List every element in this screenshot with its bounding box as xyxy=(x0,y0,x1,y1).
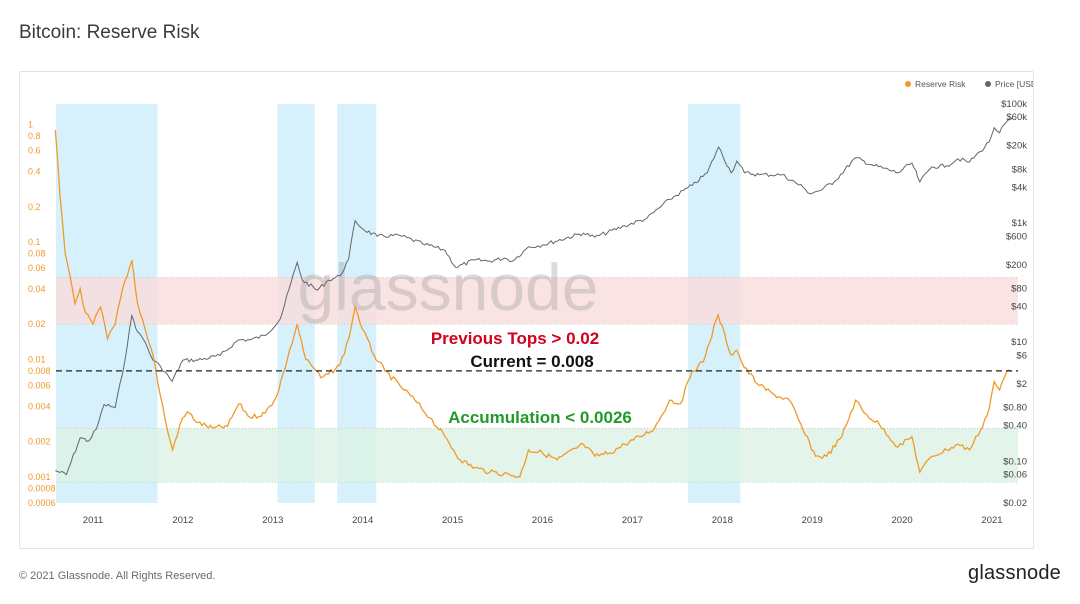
x-axis-tick-label: 2014 xyxy=(352,515,373,526)
left-axis-tick-label: 0.002 xyxy=(28,437,51,447)
right-axis-tick-label: $0.10 xyxy=(1003,456,1027,467)
x-axis-tick-label: 2018 xyxy=(712,515,733,526)
right-axis-tick-label: $100k xyxy=(1001,99,1027,110)
reserve-risk-series xyxy=(54,130,1013,479)
right-axis-tick-label: $0.80 xyxy=(1003,403,1027,414)
x-axis-ticks: 2011 2012 2013 2014 2015 2016 2017 2018 2019 2020… xyxy=(83,515,1003,526)
left-axis-tick-label: 0.001 xyxy=(28,472,51,482)
right-axis-tick-label: $1k xyxy=(1012,218,1028,229)
legend-price-marker xyxy=(985,81,991,87)
right-axis-tick-label: $40 xyxy=(1011,301,1027,312)
left-axis-tick-label: 0.0008 xyxy=(28,483,56,493)
threshold-bands xyxy=(56,277,1018,483)
x-axis-tick-label: 2021 xyxy=(981,515,1002,526)
legend-price-label: Price [USD] xyxy=(995,79,1033,89)
chart-container: glassnode Previous Tops > 0.02 Current =… xyxy=(19,71,1034,549)
copyright-text: © 2021 Glassnode. All Rights Reserved. xyxy=(19,570,216,582)
right-axis-tick-label: $20k xyxy=(1006,141,1027,152)
left-axis-tick-label: 0.0006 xyxy=(28,498,56,508)
price-line xyxy=(55,118,1013,476)
right-axis-tick-label: $2 xyxy=(1016,379,1027,390)
previous-tops-band xyxy=(56,277,1018,325)
glassnode-logo: glassnode xyxy=(968,562,1061,584)
left-axis-tick-label: 0.01 xyxy=(28,355,46,365)
right-axis-tick-label: $80 xyxy=(1011,284,1027,295)
x-axis-tick-label: 2020 xyxy=(892,515,913,526)
right-axis-tick-label: $10 xyxy=(1011,337,1027,348)
left-axis-tick-label: 0.1 xyxy=(28,237,41,247)
left-axis-tick-label: 0.02 xyxy=(28,319,46,329)
left-axis-tick-label: 0.8 xyxy=(28,131,41,141)
right-axis-tick-label: $6 xyxy=(1016,351,1027,362)
left-axis-tick-label: 0.6 xyxy=(28,146,41,156)
x-axis-tick-label: 2013 xyxy=(262,515,283,526)
previous-tops-label: Previous Tops > 0.02 xyxy=(431,329,599,348)
left-axis-tick-label: 0.004 xyxy=(28,401,51,411)
left-axis-ticks: 10.80.60.40.20.10.080.060.040.020.010.00… xyxy=(28,120,56,508)
left-axis-tick-label: 0.2 xyxy=(28,202,41,212)
left-axis-tick-label: 1 xyxy=(28,120,33,130)
left-axis-tick-label: 0.006 xyxy=(28,381,51,391)
x-axis-tick-label: 2016 xyxy=(532,515,553,526)
chart-legend: Reserve Risk Price [USD] xyxy=(905,79,1033,89)
page-title: Bitcoin: Reserve Risk xyxy=(19,22,200,43)
left-axis-tick-label: 0.04 xyxy=(28,284,46,294)
left-axis-tick-label: 0.06 xyxy=(28,263,46,273)
left-axis-tick-label: 0.4 xyxy=(28,166,41,176)
x-axis-tick-label: 2011 xyxy=(83,515,103,526)
right-axis-tick-label: $8k xyxy=(1012,164,1028,175)
right-axis-tick-label: $0.40 xyxy=(1003,421,1027,432)
left-axis-tick-label: 0.08 xyxy=(28,249,46,259)
right-axis-tick-label: $200 xyxy=(1006,260,1027,271)
accumulation-band xyxy=(56,428,1018,483)
reserve-risk-line xyxy=(54,130,1013,479)
left-axis-tick-label: 0.008 xyxy=(28,366,51,376)
right-axis-ticks: $100k $60k $20k $8k $4k $1k $600 $200 $80 $40 $10 $… xyxy=(1001,99,1027,509)
current-value-label: Current = 0.008 xyxy=(470,352,593,371)
watermark-text: glassnode xyxy=(298,250,599,324)
accumulation-label: Accumulation < 0.0026 xyxy=(448,408,632,427)
legend-reserve-risk-label: Reserve Risk xyxy=(915,79,966,89)
right-axis-tick-label: $600 xyxy=(1006,231,1027,242)
price-series xyxy=(55,118,1013,476)
right-axis-tick-label: $0.06 xyxy=(1003,470,1027,481)
reserve-risk-chart: glassnode Previous Tops > 0.02 Current =… xyxy=(28,79,1033,526)
right-axis-tick-label: $0.02 xyxy=(1003,498,1027,509)
right-axis-tick-label: $4k xyxy=(1012,182,1028,193)
legend-reserve-risk-marker xyxy=(905,81,911,87)
right-axis-tick-label: $60k xyxy=(1006,112,1027,123)
x-axis-tick-label: 2017 xyxy=(622,515,643,526)
x-axis-tick-label: 2015 xyxy=(442,515,463,526)
x-axis-tick-label: 2012 xyxy=(172,515,193,526)
x-axis-tick-label: 2019 xyxy=(802,515,823,526)
